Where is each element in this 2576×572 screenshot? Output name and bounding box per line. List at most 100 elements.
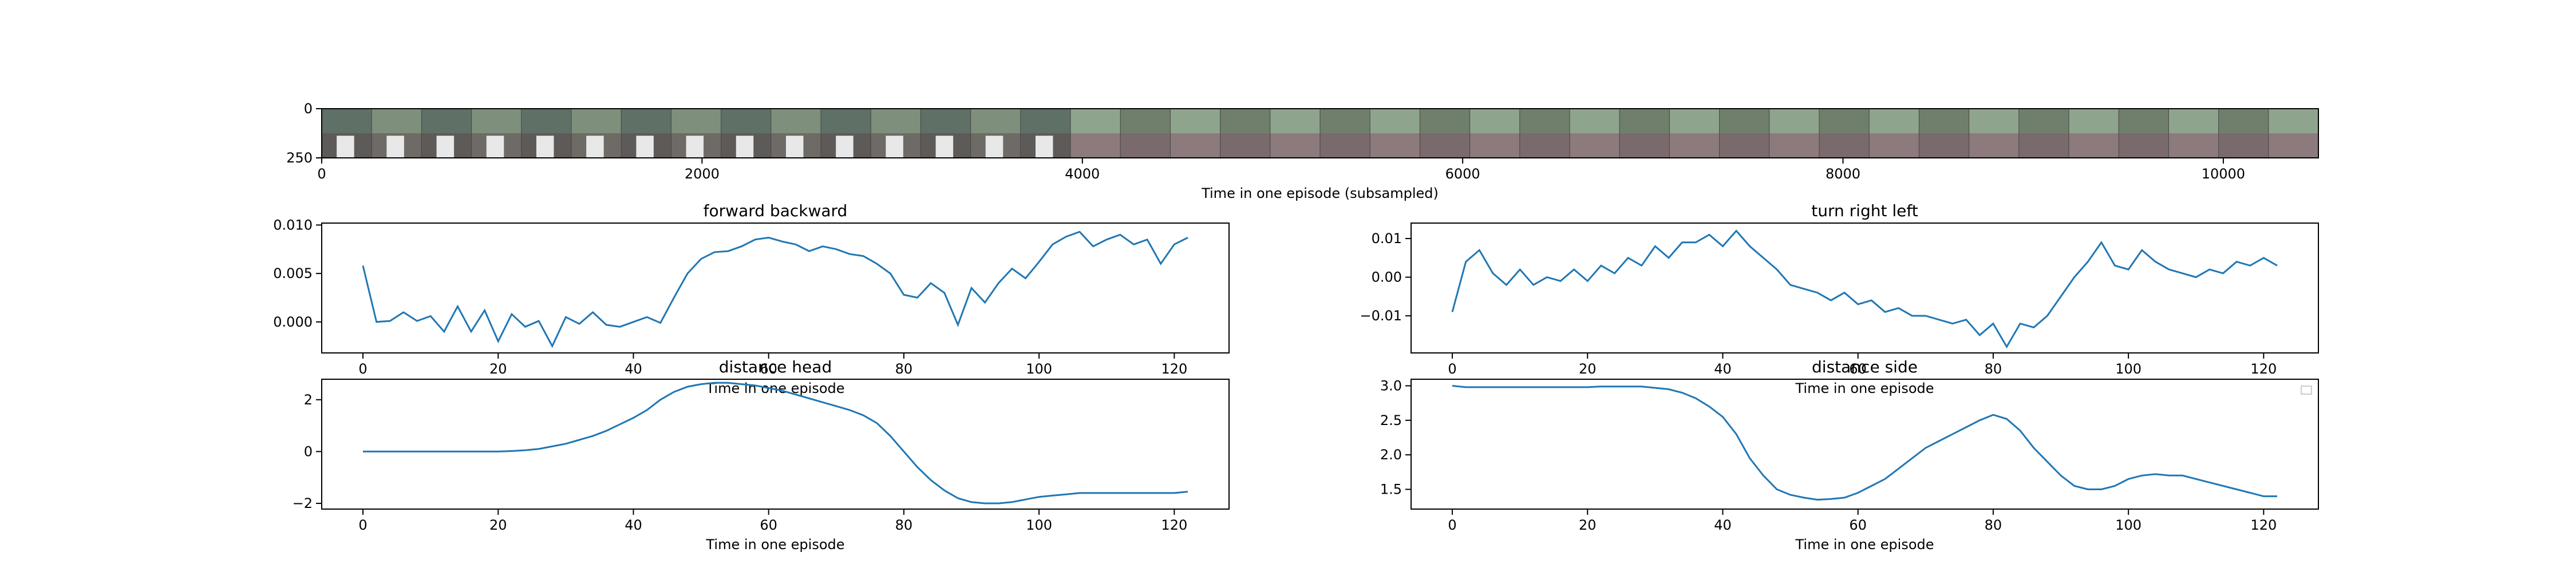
frame-floor: [785, 136, 804, 158]
frame-top: [1619, 109, 1670, 133]
x-tick-label: 100: [2115, 361, 2142, 377]
x-tick-label: 40: [625, 517, 642, 533]
data-line: [362, 231, 1188, 348]
y-tick-label: 2.5: [1380, 412, 1402, 428]
frame-top: [1070, 109, 1121, 133]
x-tick-label: 120: [1161, 517, 1187, 533]
x-tick-label: 120: [2250, 517, 2277, 533]
frame-floor: [436, 136, 455, 158]
frame-top: [1869, 109, 1919, 133]
x-tick-label: 0: [358, 361, 367, 377]
x-tick-label: 0: [1448, 361, 1456, 377]
frame-top: [1919, 109, 1970, 133]
frame-top: [421, 109, 472, 133]
x-tick-label: 80: [1985, 361, 2002, 377]
frame-bottom: [1869, 133, 1919, 158]
frame-floor: [1035, 136, 1053, 158]
axes-frame: [321, 108, 2319, 158]
x-tick-label: 20: [1579, 517, 1597, 533]
frame-top: [1819, 109, 1870, 133]
x-tick-label: 100: [1026, 517, 1052, 533]
y-tick-label: 0.01: [1372, 231, 1402, 247]
x-axis-label: Time in one episode: [1795, 380, 1934, 396]
frame-top: [671, 109, 722, 133]
frame-floor: [386, 136, 404, 158]
x-tick-label: 40: [625, 361, 642, 377]
frame-floor: [736, 136, 754, 158]
x-tick-label: 100: [2115, 517, 2142, 533]
frame-top: [1719, 109, 1770, 133]
frame-top: [1969, 109, 2020, 133]
frame-floor: [935, 136, 954, 158]
axes-frame: [321, 223, 1230, 353]
y-tick-label: 1.5: [1380, 481, 1402, 497]
y-tick-label: 0.000: [273, 314, 313, 330]
data-line: [1452, 385, 2277, 501]
x-tick-label: 20: [489, 361, 507, 377]
y-tick-label: 0: [304, 443, 313, 459]
x-tick-label: 80: [1985, 517, 2002, 533]
frame-top: [621, 109, 671, 133]
frame-top: [2069, 109, 2119, 133]
frame-floor: [636, 136, 654, 158]
y-tick-label: 2: [304, 392, 313, 408]
y-tick-label: 2.0: [1380, 447, 1402, 463]
frame-top: [721, 109, 772, 133]
frame-bottom: [1719, 133, 1770, 158]
frame-bottom: [2168, 133, 2219, 158]
y-tick-label: 0.005: [273, 265, 313, 281]
x-tick-label: 4000: [1065, 166, 1100, 182]
x-tick-label: 40: [1714, 361, 1732, 377]
x-axis-label: Time in one episode (subsampled): [1201, 185, 1439, 201]
frame-bottom: [1170, 133, 1221, 158]
legend-box: [2301, 386, 2312, 395]
frame-top: [2268, 109, 2319, 133]
frame-top: [920, 109, 971, 133]
x-tick-label: 6000: [1445, 166, 1480, 182]
frame-top: [1420, 109, 1471, 133]
frame-top: [322, 109, 372, 133]
frame-top: [1370, 109, 1420, 133]
frame-floor: [686, 136, 704, 158]
frame-top: [1270, 109, 1321, 133]
axes-frame: [1411, 223, 2319, 353]
frame-top: [821, 109, 871, 133]
frame-bottom: [1819, 133, 1870, 158]
x-tick-label: 20: [489, 517, 507, 533]
x-axis-label: Time in one episode: [705, 537, 844, 553]
y-tick-label: −0.01: [1360, 308, 1402, 324]
frame-bottom: [2069, 133, 2119, 158]
y-tick-label: 250: [286, 150, 313, 166]
frame-top: [1669, 109, 1720, 133]
frame-top: [1020, 109, 1071, 133]
x-tick-label: 80: [895, 361, 913, 377]
frame-bottom: [1969, 133, 2020, 158]
data-line: [363, 382, 1188, 505]
frame-top: [2168, 109, 2219, 133]
y-tick-label: 3.0: [1380, 378, 1402, 394]
frame-top: [871, 109, 921, 133]
x-tick-label: 60: [1849, 361, 1867, 377]
frame-bottom: [1919, 133, 1970, 158]
frame-top: [2119, 109, 2169, 133]
frame-bottom: [1120, 133, 1171, 158]
x-tick-label: 0: [358, 517, 367, 533]
data-line: [1451, 229, 2278, 349]
frame-bottom: [1769, 133, 1820, 158]
frame-top: [1769, 109, 1820, 133]
frame-bottom: [2119, 133, 2169, 158]
frame-floor: [836, 136, 854, 158]
frame-top: [2018, 109, 2069, 133]
frame-top: [771, 109, 821, 133]
frame-floor: [337, 136, 354, 158]
frame-top: [1320, 109, 1370, 133]
frame-floor: [886, 136, 903, 158]
y-tick-label: 0: [304, 101, 313, 117]
y-tick-label: 0.00: [1372, 269, 1402, 285]
axes-title: distance side: [1812, 357, 1918, 376]
x-tick-label: 120: [1161, 361, 1187, 377]
frame-bottom: [1370, 133, 1420, 158]
x-tick-label: 20: [1579, 361, 1597, 377]
